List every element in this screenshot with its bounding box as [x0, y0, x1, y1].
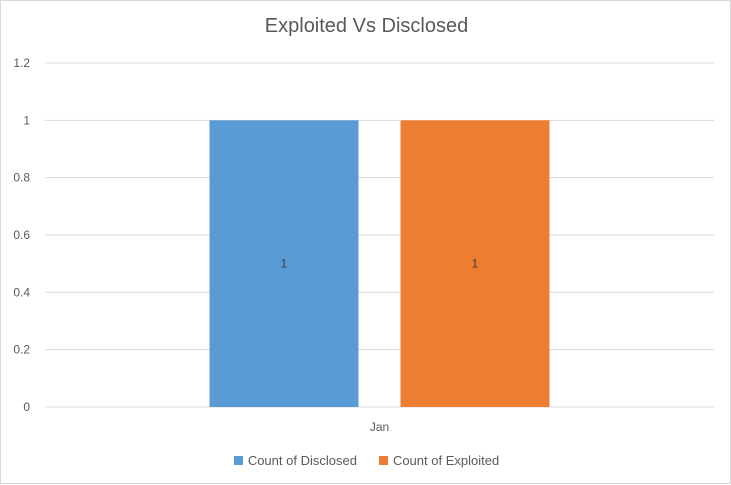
bar-disclosed	[209, 120, 359, 407]
x-tick-label: Jan	[370, 420, 389, 434]
legend-swatch-disclosed	[233, 455, 243, 465]
y-tick-label: 0.6	[13, 228, 30, 242]
y-tick-label: 0.2	[13, 343, 30, 357]
legend-item-disclosed: Count of Disclosed	[233, 452, 357, 468]
data-label: 1	[281, 257, 288, 271]
y-tick-label: 1	[23, 113, 30, 127]
bar-exploited	[400, 120, 550, 407]
y-tick-label: 0.4	[13, 285, 30, 299]
y-tick-label: 1.2	[13, 56, 30, 70]
legend: Count of Disclosed Count of Exploited	[1, 451, 731, 469]
legend-item-exploited: Count of Exploited	[378, 452, 500, 468]
legend-label-disclosed: Count of Disclosed	[247, 452, 357, 468]
legend-label-exploited: Count of Exploited	[392, 452, 500, 468]
legend-swatch-exploited	[378, 455, 388, 465]
y-tick-label: 0.8	[13, 171, 30, 185]
data-label: 1	[472, 257, 479, 271]
chart-title: Exploited Vs Disclosed	[264, 15, 469, 37]
y-tick-label: 0	[23, 400, 30, 414]
